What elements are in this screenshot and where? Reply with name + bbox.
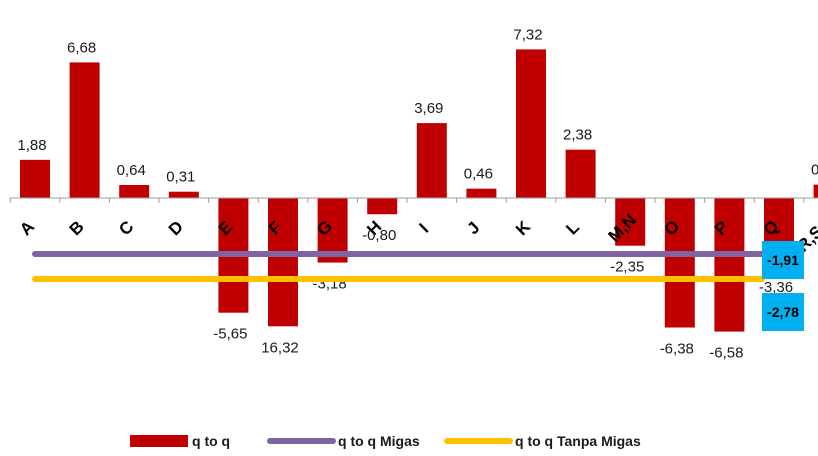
bar-j	[466, 189, 496, 198]
category-label: D	[165, 217, 187, 239]
x-axis-ticks	[10, 198, 818, 203]
category-label: L	[562, 218, 583, 239]
value-label: 3,69	[414, 100, 443, 117]
bar-f	[268, 198, 298, 326]
category-label: C	[115, 217, 137, 239]
value-label: 1,88	[17, 137, 46, 154]
bar-k	[516, 49, 546, 198]
legend-label-q-to-q: q to q	[192, 433, 230, 449]
value-label: 0,64	[117, 162, 146, 179]
category-label: A	[16, 217, 38, 239]
value-label: -6,38	[660, 341, 694, 358]
legend: q to q q to q Migas q to q Tanpa Migas	[130, 433, 641, 449]
legend-label-tanpa-migas: q to q Tanpa Migas	[515, 433, 641, 449]
tanpa-migas-badge-label: -2,78	[767, 304, 799, 320]
bars-group	[20, 49, 818, 331]
value-label: -6,58	[709, 345, 743, 362]
value-label: 7,32	[513, 26, 542, 43]
category-labels: A B C D E F G H I J K L M,N O P Q R,S,T,U	[16, 201, 818, 256]
bar-b	[70, 62, 100, 198]
value-label: -5,65	[213, 326, 247, 343]
value-label: 0,66	[811, 162, 818, 179]
legend-swatch-q-to-q	[130, 435, 188, 447]
legend-label-migas: q to q Migas	[338, 433, 420, 449]
value-label: 2,38	[563, 127, 592, 144]
category-label: I	[416, 220, 433, 237]
value-label: 16,32	[261, 339, 299, 356]
value-label: 6,68	[67, 39, 96, 56]
bar-c	[119, 185, 149, 198]
value-label: 0,31	[166, 169, 195, 186]
value-label: -0,80	[362, 227, 396, 244]
value-label: 0,46	[464, 166, 493, 183]
bar-d	[169, 192, 199, 198]
value-label: -2,35	[610, 259, 644, 276]
bar-rstu	[814, 185, 818, 198]
migas-badge-label: -1,91	[767, 252, 799, 268]
bar-l	[566, 150, 596, 198]
bar-i	[417, 123, 447, 198]
category-label: K	[512, 217, 535, 240]
bar-h	[367, 198, 397, 214]
category-label: B	[66, 217, 88, 239]
category-label: J	[463, 218, 483, 238]
bar-a	[20, 160, 50, 198]
reference-lines	[35, 254, 762, 279]
